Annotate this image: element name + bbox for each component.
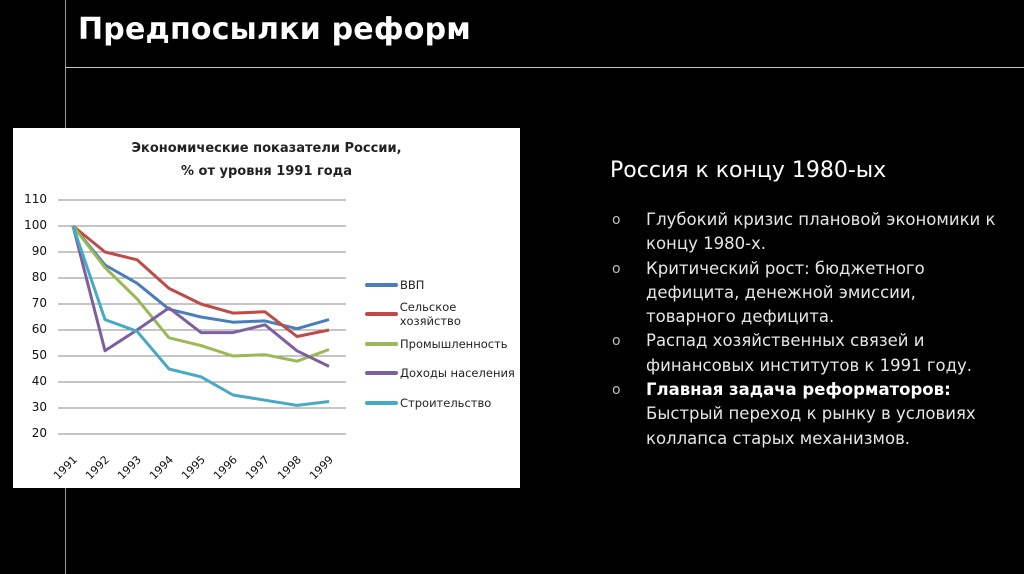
- bullet-text: Глубокий кризис плановой экономики к кон…: [646, 210, 996, 254]
- y-tick-label: 60: [31, 322, 47, 336]
- slide-title: Предпосылки реформ: [78, 12, 471, 47]
- legend-label: Строительство: [400, 395, 492, 410]
- series-line-4: [71, 225, 330, 407]
- y-tick-label: 110: [24, 192, 47, 206]
- legend-swatch-icon: [365, 400, 398, 405]
- legend-item: Доходы населения: [365, 359, 520, 389]
- legend-label: ВВП: [400, 277, 425, 292]
- bullet-text: Быстрый переход к рынку в условиях колла…: [646, 404, 976, 448]
- legend-item: Строительство: [365, 388, 520, 418]
- series-line-0: [71, 225, 330, 331]
- series-line-2: [71, 225, 330, 363]
- legend-item: Промышленность: [365, 329, 520, 359]
- section-heading: Россия к концу 1980-ых: [610, 158, 887, 183]
- bullet-circle-icon: o: [612, 382, 621, 399]
- chart-legend: ВВП Сельское хозяйство Промышленность Доход…: [365, 270, 520, 418]
- bullet-item: o Критический рост: бюджетного дефицита, …: [610, 257, 1010, 330]
- legend-swatch-icon: [365, 282, 398, 287]
- chart-title: Экономические показатели России, % от ур…: [13, 137, 520, 183]
- chart-title-line1: Экономические показатели России,: [131, 141, 402, 156]
- bullet-circle-icon: o: [612, 260, 621, 277]
- chart: Экономические показатели России, % от ур…: [13, 128, 520, 488]
- y-tick-label: 50: [31, 348, 47, 362]
- legend-swatch-icon: [365, 341, 398, 346]
- y-tick-label: 100: [24, 218, 47, 232]
- y-tick-label: 70: [31, 296, 47, 310]
- bullet-text: Распад хозяйственных связей и финансовых…: [646, 331, 973, 375]
- y-tick-label: 30: [31, 400, 47, 414]
- y-tick-label: 20: [31, 426, 47, 440]
- y-tick-label: 90: [31, 244, 47, 258]
- legend-label: Доходы населения: [400, 366, 515, 381]
- title-underline: [65, 67, 1024, 68]
- legend-item: ВВП: [365, 270, 520, 300]
- bullet-item: o Глубокий кризис плановой экономики к ко…: [610, 208, 1010, 257]
- chart-plot: [58, 199, 346, 435]
- bullet-item: o Главная задача реформаторов: Быстрый пер…: [610, 378, 1010, 451]
- bullet-emphasis: Главная задача реформаторов:: [646, 380, 951, 400]
- chart-title-line2: % от уровня 1991 года: [180, 164, 353, 179]
- bullet-text: Критический рост: бюджетного дефицита, д…: [646, 258, 925, 327]
- legend-label: Промышленность: [400, 336, 508, 351]
- legend-item: Сельское хозяйство: [365, 300, 520, 330]
- bullet-list: o Глубокий кризис плановой экономики к ко…: [610, 208, 1010, 451]
- bullet-circle-icon: o: [612, 212, 621, 228]
- y-tick-label: 40: [31, 374, 47, 388]
- series-line-3: [71, 225, 330, 368]
- bullet-item: o Распад хозяйственных связей и финансовы…: [610, 329, 1010, 378]
- legend-swatch-icon: [365, 371, 398, 376]
- bullet-circle-icon: o: [612, 333, 621, 350]
- series-line-1: [72, 224, 330, 338]
- legend-swatch-icon: [365, 312, 398, 317]
- y-tick-label: 80: [31, 270, 47, 284]
- legend-label: Сельское хозяйство: [399, 300, 461, 329]
